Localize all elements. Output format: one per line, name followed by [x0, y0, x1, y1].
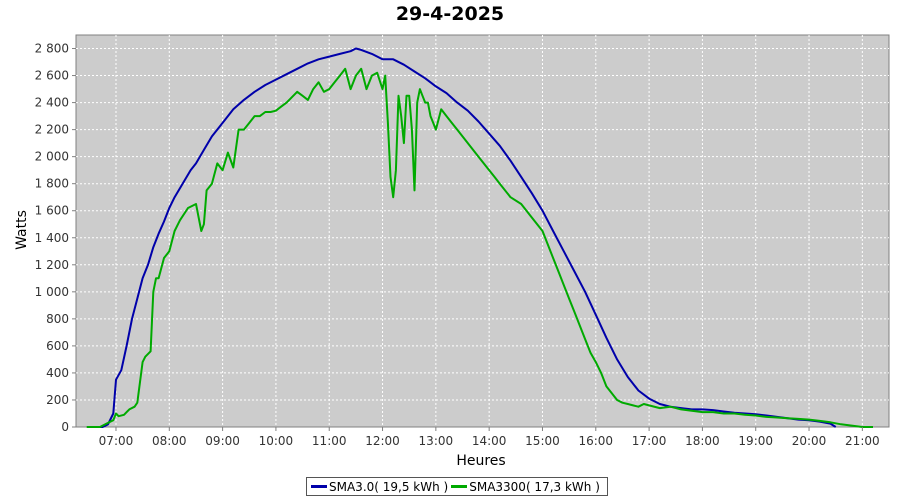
x-tick-label: 20:00	[792, 434, 827, 448]
legend: SMA3.0( 19,5 kWh ) SMA3300( 17,3 kWh )	[306, 477, 608, 496]
chart-title: 29-4-2025	[395, 3, 505, 25]
plot-background	[75, 34, 890, 428]
axes: 0 200 400 600 800 1 000 1 200 1 400 1 600 1 800 2 …	[35, 42, 880, 448]
series-line-sma30	[89, 47, 837, 428]
y-tick-label: 200	[46, 393, 69, 407]
series-line-sma3300	[86, 67, 873, 428]
y-tick-label: 0	[61, 420, 69, 434]
x-tick-label: 15:00	[525, 434, 560, 448]
x-tick-label: 07:00	[99, 434, 134, 448]
y-tick-label: 800	[46, 312, 69, 326]
y-tick-label: 2 000	[35, 150, 69, 164]
line-chart: 0 200 400 600 800 1 000 1 200 1 400 1 600 1 800 2 …	[14, 34, 890, 469]
series-layer	[86, 47, 873, 428]
y-tick-label: 2 200	[35, 123, 69, 137]
legend-label-sma30: SMA3.0( 19,5 kWh )	[329, 479, 449, 494]
y-tick-label: 1 800	[35, 177, 69, 191]
x-tick-label: 12:00	[365, 434, 400, 448]
x-tick-label: 21:00	[845, 434, 880, 448]
y-tick-label: 1 600	[35, 204, 69, 218]
y-tick-label: 600	[46, 339, 69, 353]
legend-item-sma30: SMA3.0( 19,5 kWh )	[311, 480, 448, 494]
x-tick-label: 18:00	[685, 434, 720, 448]
x-tick-label: 19:00	[738, 434, 773, 448]
x-tick-label: 11:00	[312, 434, 347, 448]
y-tick-label: 1 400	[35, 231, 69, 245]
y-tick-label: 2 600	[35, 69, 69, 83]
legend-item-sma3300: SMA3300( 17,3 kWh )	[451, 480, 600, 494]
y-tick-label: 1 200	[35, 258, 69, 272]
x-tick-label: 08:00	[152, 434, 187, 448]
x-tick-label: 17:00	[632, 434, 667, 448]
x-axis-label: Heures	[456, 453, 505, 469]
grid	[76, 35, 889, 427]
legend-label-sma3300: SMA3300( 17,3 kWh )	[469, 479, 600, 494]
y-tick-label: 2 400	[35, 96, 69, 110]
legend-swatch-sma30	[311, 485, 327, 488]
y-axis-label: Watts	[14, 210, 30, 250]
y-tick-label: 2 800	[35, 42, 69, 56]
x-tick-label: 09:00	[205, 434, 240, 448]
x-tick-label: 16:00	[578, 434, 613, 448]
x-tick-label: 10:00	[259, 434, 294, 448]
plot-area	[75, 34, 890, 428]
x-tick-label: 13:00	[419, 434, 454, 448]
x-tick-label: 14:00	[472, 434, 507, 448]
y-tick-label: 1 000	[35, 285, 69, 299]
legend-swatch-sma3300	[451, 485, 468, 488]
y-tick-label: 400	[46, 366, 69, 380]
